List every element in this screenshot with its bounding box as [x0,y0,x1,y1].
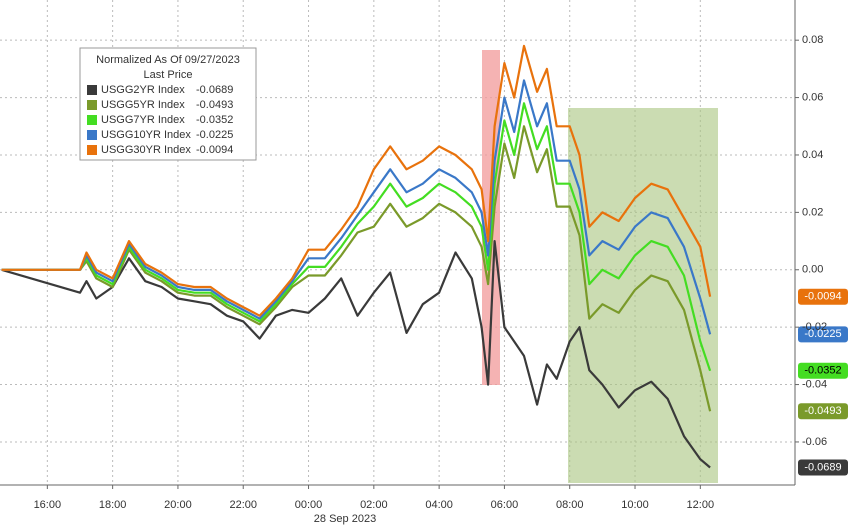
legend-title: Normalized As Of 09/27/2023 [96,54,240,66]
legend-value: -0.0352 [196,114,233,126]
legend-label: USGG5YR Index [101,99,185,111]
legend-box [79,47,257,161]
legend-value: -0.0225 [196,129,233,141]
x-tick-label: 00:00 [295,499,323,511]
series-line [1,44,712,317]
legend-swatch [87,145,97,155]
end-label-box [798,362,848,379]
x-axis-label: 28 Sep 2023 [314,513,376,525]
x-tick-label: 22:00 [229,499,257,511]
end-labels: -0.0689 -0.0493 -0.0352 -0.0225 -0.0094 [798,288,848,476]
x-tick-label: 18:00 [99,499,127,511]
x-tick-label: 12:00 [687,499,715,511]
y-tick-label: 0.08 [802,34,823,46]
legend-subtitle: Last Price [144,69,193,81]
y-tick-label: -0.02 [802,321,827,333]
end-label: -0.0689 [804,461,841,473]
legend-value: -0.0493 [196,99,233,111]
end-label: -0.0094 [804,291,841,303]
x-tick-label: 20:00 [164,499,192,511]
y-tick-label: 0.02 [802,206,823,218]
y-tick-label: 0.00 [802,264,823,276]
legend-label: USGG7YR Index [101,114,185,126]
end-label-box [798,459,848,476]
x-tick-label: 02:00 [360,499,388,511]
legend-value: -0.0689 [196,84,233,96]
end-label: -0.0493 [804,405,841,417]
lines [1,44,712,469]
series-line [1,125,712,412]
series-line [1,240,711,469]
y-tick-label: -0.04 [802,378,827,390]
legend-label: USGG10YR Index [101,129,191,141]
legend-swatch [87,115,97,125]
x-tick-label: 08:00 [556,499,584,511]
y-tick-label: 0.06 [802,91,823,103]
legend-label: USGG30YR Index [101,144,191,156]
legend-label: USGG2YR Index [101,84,185,96]
series-line [1,102,712,372]
legend-swatch [87,100,97,110]
y-tick-label: 0.04 [802,149,823,161]
shaded-range [568,108,718,483]
legend-swatch [87,130,97,140]
end-label: -0.0225 [804,328,841,340]
end-label-box [798,288,848,305]
series-line [1,79,712,335]
legend-value: -0.0094 [196,144,233,156]
x-tick-label: 06:00 [491,499,519,511]
end-label-box [798,403,848,420]
x-tick-label: 16:00 [34,499,62,511]
legend: Normalized As Of 09/27/2023 Last Price U… [79,47,257,161]
end-label-box [798,326,848,343]
x-tick-label: 04:00 [425,499,453,511]
legend-swatch [87,85,97,95]
y-tick-label: -0.06 [802,436,827,448]
x-tick-label: 10:00 [621,499,649,511]
end-label: -0.0352 [804,365,841,377]
